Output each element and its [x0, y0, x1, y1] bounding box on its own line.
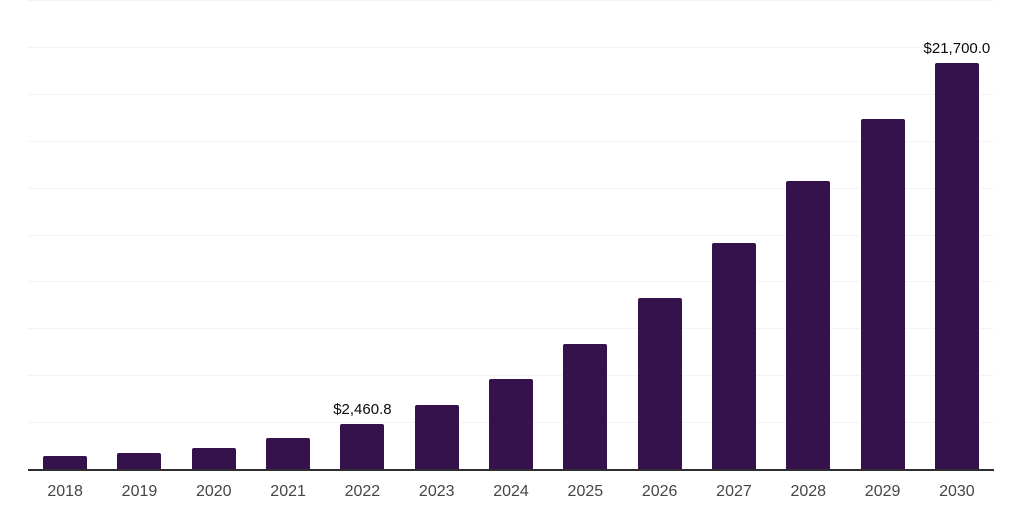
- bar: [489, 379, 534, 470]
- gridline: [28, 375, 994, 377]
- bar: [340, 423, 385, 470]
- gridline: [28, 46, 994, 48]
- gridline: [28, 187, 994, 189]
- bar: [266, 437, 311, 470]
- gridline: [28, 140, 994, 142]
- x-tick-label: 2028: [790, 483, 827, 500]
- bar-cell: [771, 1, 845, 470]
- x-tick-label: 2026: [641, 483, 678, 500]
- bar: [563, 343, 608, 470]
- x-tick-label: 2027: [716, 483, 752, 500]
- bar-cell: [845, 1, 919, 470]
- bar-cell: [400, 1, 474, 470]
- x-tick-label: 2022: [344, 483, 381, 500]
- bar-cell: $21,700.0: [920, 1, 994, 470]
- bar-cell: [623, 1, 697, 470]
- bar-cell: [177, 1, 251, 470]
- bar: [786, 181, 831, 470]
- bar: [860, 119, 905, 470]
- bar-cell: $2,460.8: [325, 1, 399, 470]
- bar-cell: [28, 1, 102, 470]
- gridline: [28, 328, 994, 330]
- gridline: [28, 281, 994, 283]
- x-axis-line: [28, 469, 994, 471]
- bar: [191, 447, 236, 470]
- gridline: [28, 234, 994, 236]
- bar-cell: [251, 1, 325, 470]
- bar: [414, 405, 459, 470]
- bar-cell: [548, 1, 622, 470]
- bar-value-label: $2,460.8: [333, 400, 392, 418]
- x-axis-labels: 2018 2019 2020 2021 2022 2023 2024 2025 2026 2027…: [28, 482, 994, 501]
- x-tick-label: 2025: [567, 483, 604, 500]
- gridline: [28, 0, 994, 1]
- x-tick-label: 2030: [939, 483, 975, 500]
- gridline: [28, 93, 994, 95]
- plot-area: $2,460.8 $21,700.0: [28, 0, 994, 470]
- x-tick-label: 2021: [270, 483, 306, 500]
- bar-cell: [102, 1, 176, 470]
- x-tick-label: 2020: [195, 483, 232, 500]
- x-tick-label: 2023: [418, 483, 455, 500]
- bars-container: $2,460.8 $21,700.0: [28, 1, 994, 470]
- bar: [637, 298, 682, 470]
- x-tick-label: 2024: [493, 483, 529, 500]
- bar-value-label: $21,700.0: [923, 39, 991, 57]
- bar-cell: [697, 1, 771, 470]
- bar: [43, 455, 88, 470]
- x-tick-label: 2018: [47, 483, 83, 500]
- x-tick-label: 2019: [121, 483, 158, 500]
- bar: [117, 452, 162, 470]
- x-tick-label: 2029: [864, 483, 901, 500]
- bar-cell: [474, 1, 548, 470]
- bar: [711, 243, 756, 470]
- bar: [934, 62, 979, 470]
